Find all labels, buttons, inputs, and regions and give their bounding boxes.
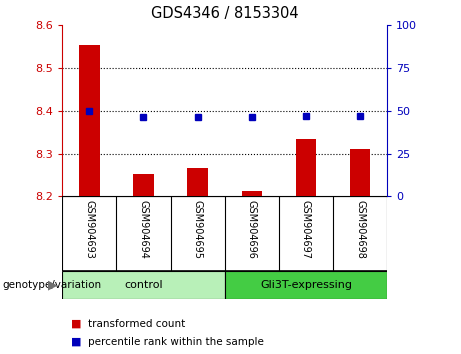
Text: Gli3T-expressing: Gli3T-expressing <box>260 280 352 290</box>
Bar <box>350 149 371 196</box>
Bar <box>62 271 225 299</box>
Bar <box>225 271 387 299</box>
Bar <box>242 191 262 196</box>
Text: percentile rank within the sample: percentile rank within the sample <box>88 337 264 347</box>
Text: GSM904696: GSM904696 <box>247 200 257 259</box>
Bar <box>187 168 208 196</box>
Text: ■: ■ <box>71 319 82 329</box>
Text: GSM904693: GSM904693 <box>84 200 95 259</box>
Text: control: control <box>124 280 163 290</box>
Text: GSM904694: GSM904694 <box>138 200 148 259</box>
Bar <box>133 174 154 196</box>
Text: ■: ■ <box>71 337 82 347</box>
Bar <box>296 138 316 196</box>
Text: GSM904695: GSM904695 <box>193 200 203 259</box>
Bar <box>79 45 100 196</box>
Title: GDS4346 / 8153304: GDS4346 / 8153304 <box>151 6 299 21</box>
Text: GSM904697: GSM904697 <box>301 200 311 259</box>
Text: genotype/variation: genotype/variation <box>2 280 101 290</box>
Text: GSM904698: GSM904698 <box>355 200 365 259</box>
Text: transformed count: transformed count <box>88 319 185 329</box>
Text: ▶: ▶ <box>48 279 58 291</box>
